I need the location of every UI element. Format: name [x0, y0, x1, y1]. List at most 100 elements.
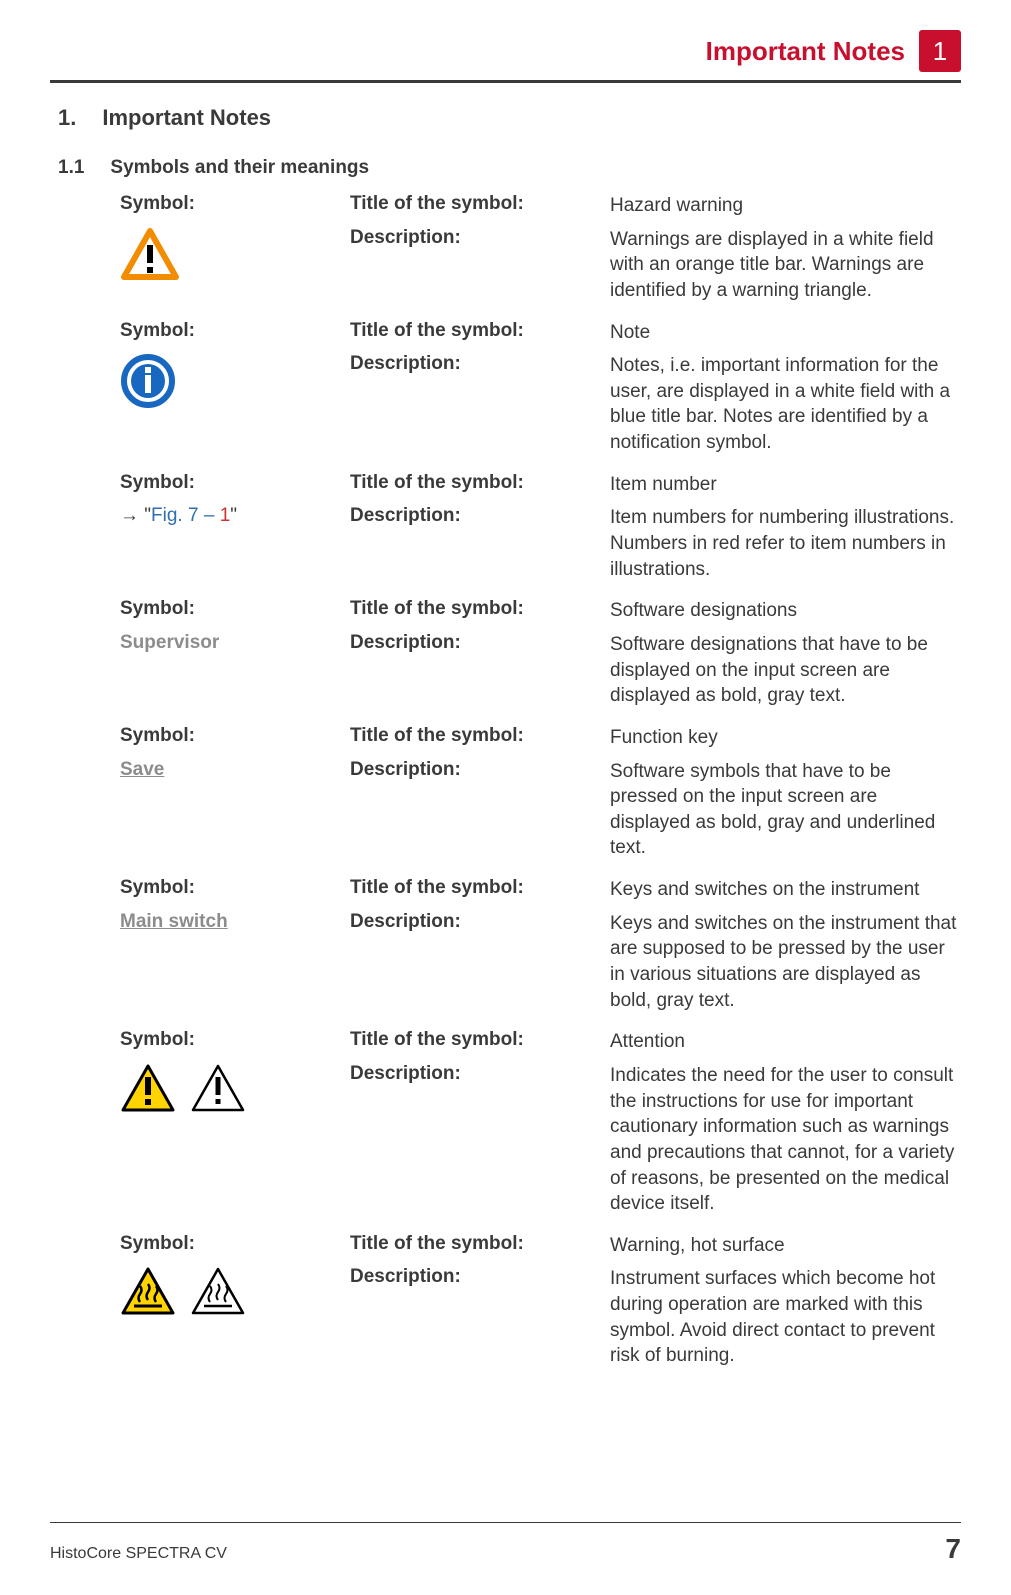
subsection-heading: 1.1 Symbols and their meanings	[58, 157, 961, 179]
subsection-number: 1.1	[58, 157, 84, 179]
attention-white-icon	[190, 1063, 246, 1113]
footer-divider	[50, 1522, 961, 1523]
description-label: Description:	[350, 353, 610, 375]
title-row: Symbol: Title of the symbol: Hazard warn…	[120, 193, 961, 219]
symbol-cell: Main switch	[120, 911, 350, 933]
symbol-label: Symbol:	[120, 598, 350, 620]
section-heading: 1. Important Notes	[58, 105, 961, 131]
ref-close: "	[230, 505, 237, 526]
symbols-table: Symbol: Title of the symbol: Hazard warn…	[120, 193, 961, 1369]
page-number: 7	[945, 1533, 961, 1565]
title-value: Warning, hot surface	[610, 1233, 961, 1259]
title-value: Note	[610, 320, 961, 346]
title-value: Hazard warning	[610, 193, 961, 219]
ref-arrow: →	[120, 505, 139, 526]
symbol-label: Symbol:	[120, 193, 350, 215]
ref-num: 1	[220, 505, 231, 526]
symbol-entry: Symbol: Title of the symbol: Hazard warn…	[120, 193, 961, 304]
hot-surface-yellow-icon	[120, 1266, 176, 1316]
description-row: Description: Warnings are displayed in a…	[120, 227, 961, 304]
symbol-cell	[120, 1063, 350, 1113]
description-row: → "Fig. 7 – 1" Description: Item numbers…	[120, 505, 961, 582]
hot-surface-pair	[120, 1266, 350, 1316]
description-row: Main switch Description: Keys and switch…	[120, 911, 961, 1014]
description-row: Description: Notes, i.e. important infor…	[120, 353, 961, 456]
section-number: 1.	[58, 105, 76, 131]
title-row: Symbol: Title of the symbol: Keys and sw…	[120, 877, 961, 903]
title-value: Function key	[610, 725, 961, 751]
symbol-cell: Supervisor	[120, 632, 350, 654]
title-of-symbol-label: Title of the symbol:	[350, 472, 610, 494]
title-value: Keys and switches on the instrument	[610, 877, 961, 903]
title-of-symbol-label: Title of the symbol:	[350, 320, 610, 342]
symbol-label: Symbol:	[120, 1233, 350, 1255]
symbol-entry: Symbol: Title of the symbol: Keys and sw…	[120, 877, 961, 1013]
description-value: Warnings are displayed in a white field …	[610, 227, 961, 304]
page-footer: HistoCore SPECTRA CV 7	[50, 1522, 961, 1565]
title-of-symbol-label: Title of the symbol:	[350, 877, 610, 899]
footer-row: HistoCore SPECTRA CV 7	[50, 1533, 961, 1565]
symbol-entry: Symbol: Title of the symbol: Attention	[120, 1029, 961, 1216]
symbol-entry: Symbol: Title of the symbol: Software de…	[120, 598, 961, 709]
footer-product-name: HistoCore SPECTRA CV	[50, 1545, 227, 1563]
symbol-cell	[120, 227, 350, 286]
symbol-entry: Symbol: Title of the symbol: Note De	[120, 320, 961, 456]
title-row: Symbol: Title of the symbol: Warning, ho…	[120, 1233, 961, 1259]
chapter-badge: 1	[919, 30, 961, 72]
description-value: Software symbols that have to be pressed…	[610, 759, 961, 862]
description-label: Description:	[350, 1266, 610, 1288]
software-designation-text: Supervisor	[120, 632, 219, 653]
description-label: Description:	[350, 911, 610, 933]
symbol-label: Symbol:	[120, 472, 350, 494]
header-divider	[50, 80, 961, 83]
description-row: Save Description: Software symbols that …	[120, 759, 961, 862]
description-value: Instrument surfaces which become hot dur…	[610, 1266, 961, 1369]
description-label: Description:	[350, 227, 610, 249]
title-value: Item number	[610, 472, 961, 498]
description-value: Indicates the need for the user to consu…	[610, 1063, 961, 1217]
hot-surface-white-icon	[190, 1266, 246, 1316]
title-value: Attention	[610, 1029, 961, 1055]
function-key-text: Save	[120, 759, 164, 780]
symbol-label: Symbol:	[120, 320, 350, 342]
symbol-entry: Symbol: Title of the symbol: Warning, ho…	[120, 1233, 961, 1369]
symbol-entry: Symbol: Title of the symbol: Function ke…	[120, 725, 961, 861]
note-circle-svg	[120, 353, 176, 409]
title-of-symbol-label: Title of the symbol:	[350, 725, 610, 747]
symbol-entry: Symbol: Title of the symbol: Item number…	[120, 472, 961, 583]
title-of-symbol-label: Title of the symbol:	[350, 193, 610, 215]
title-row: Symbol: Title of the symbol: Function ke…	[120, 725, 961, 751]
page: Important Notes 1 1. Important Notes 1.1…	[0, 0, 1011, 1595]
description-value: Notes, i.e. important information for th…	[610, 353, 961, 456]
description-value: Keys and switches on the instrument that…	[610, 911, 961, 1014]
description-row: Supervisor Description: Software designa…	[120, 632, 961, 709]
ref-dash: –	[199, 505, 220, 526]
subsection-title: Symbols and their meanings	[110, 157, 369, 179]
description-row: Description: Instrument surfaces which b…	[120, 1266, 961, 1369]
keys-switch-text: Main switch	[120, 911, 228, 932]
section-title: Important Notes	[102, 105, 271, 131]
attention-yellow-icon	[120, 1063, 176, 1113]
hazard-warning-icon	[120, 227, 180, 286]
title-of-symbol-label: Title of the symbol:	[350, 598, 610, 620]
symbol-cell: Save	[120, 759, 350, 781]
title-row: Symbol: Title of the symbol: Item number	[120, 472, 961, 498]
ref-fig: Fig. 7	[151, 505, 199, 526]
header: Important Notes 1	[50, 30, 961, 72]
symbol-cell	[120, 353, 350, 414]
title-of-symbol-label: Title of the symbol:	[350, 1029, 610, 1051]
attention-pair	[120, 1063, 350, 1113]
title-row: Symbol: Title of the symbol: Attention	[120, 1029, 961, 1055]
title-of-symbol-label: Title of the symbol:	[350, 1233, 610, 1255]
header-title: Important Notes	[706, 36, 905, 67]
warning-triangle-svg	[120, 227, 180, 281]
item-number-ref: → "Fig. 7 – 1"	[120, 505, 237, 526]
description-value: Item numbers for numbering illustrations…	[610, 505, 961, 582]
description-value: Software designations that have to be di…	[610, 632, 961, 709]
symbol-label: Symbol:	[120, 1029, 350, 1051]
description-row: Description: Indicates the need for the …	[120, 1063, 961, 1217]
note-icon	[120, 353, 176, 414]
symbol-label: Symbol:	[120, 725, 350, 747]
symbol-cell: → "Fig. 7 – 1"	[120, 505, 350, 527]
description-label: Description:	[350, 1063, 610, 1085]
